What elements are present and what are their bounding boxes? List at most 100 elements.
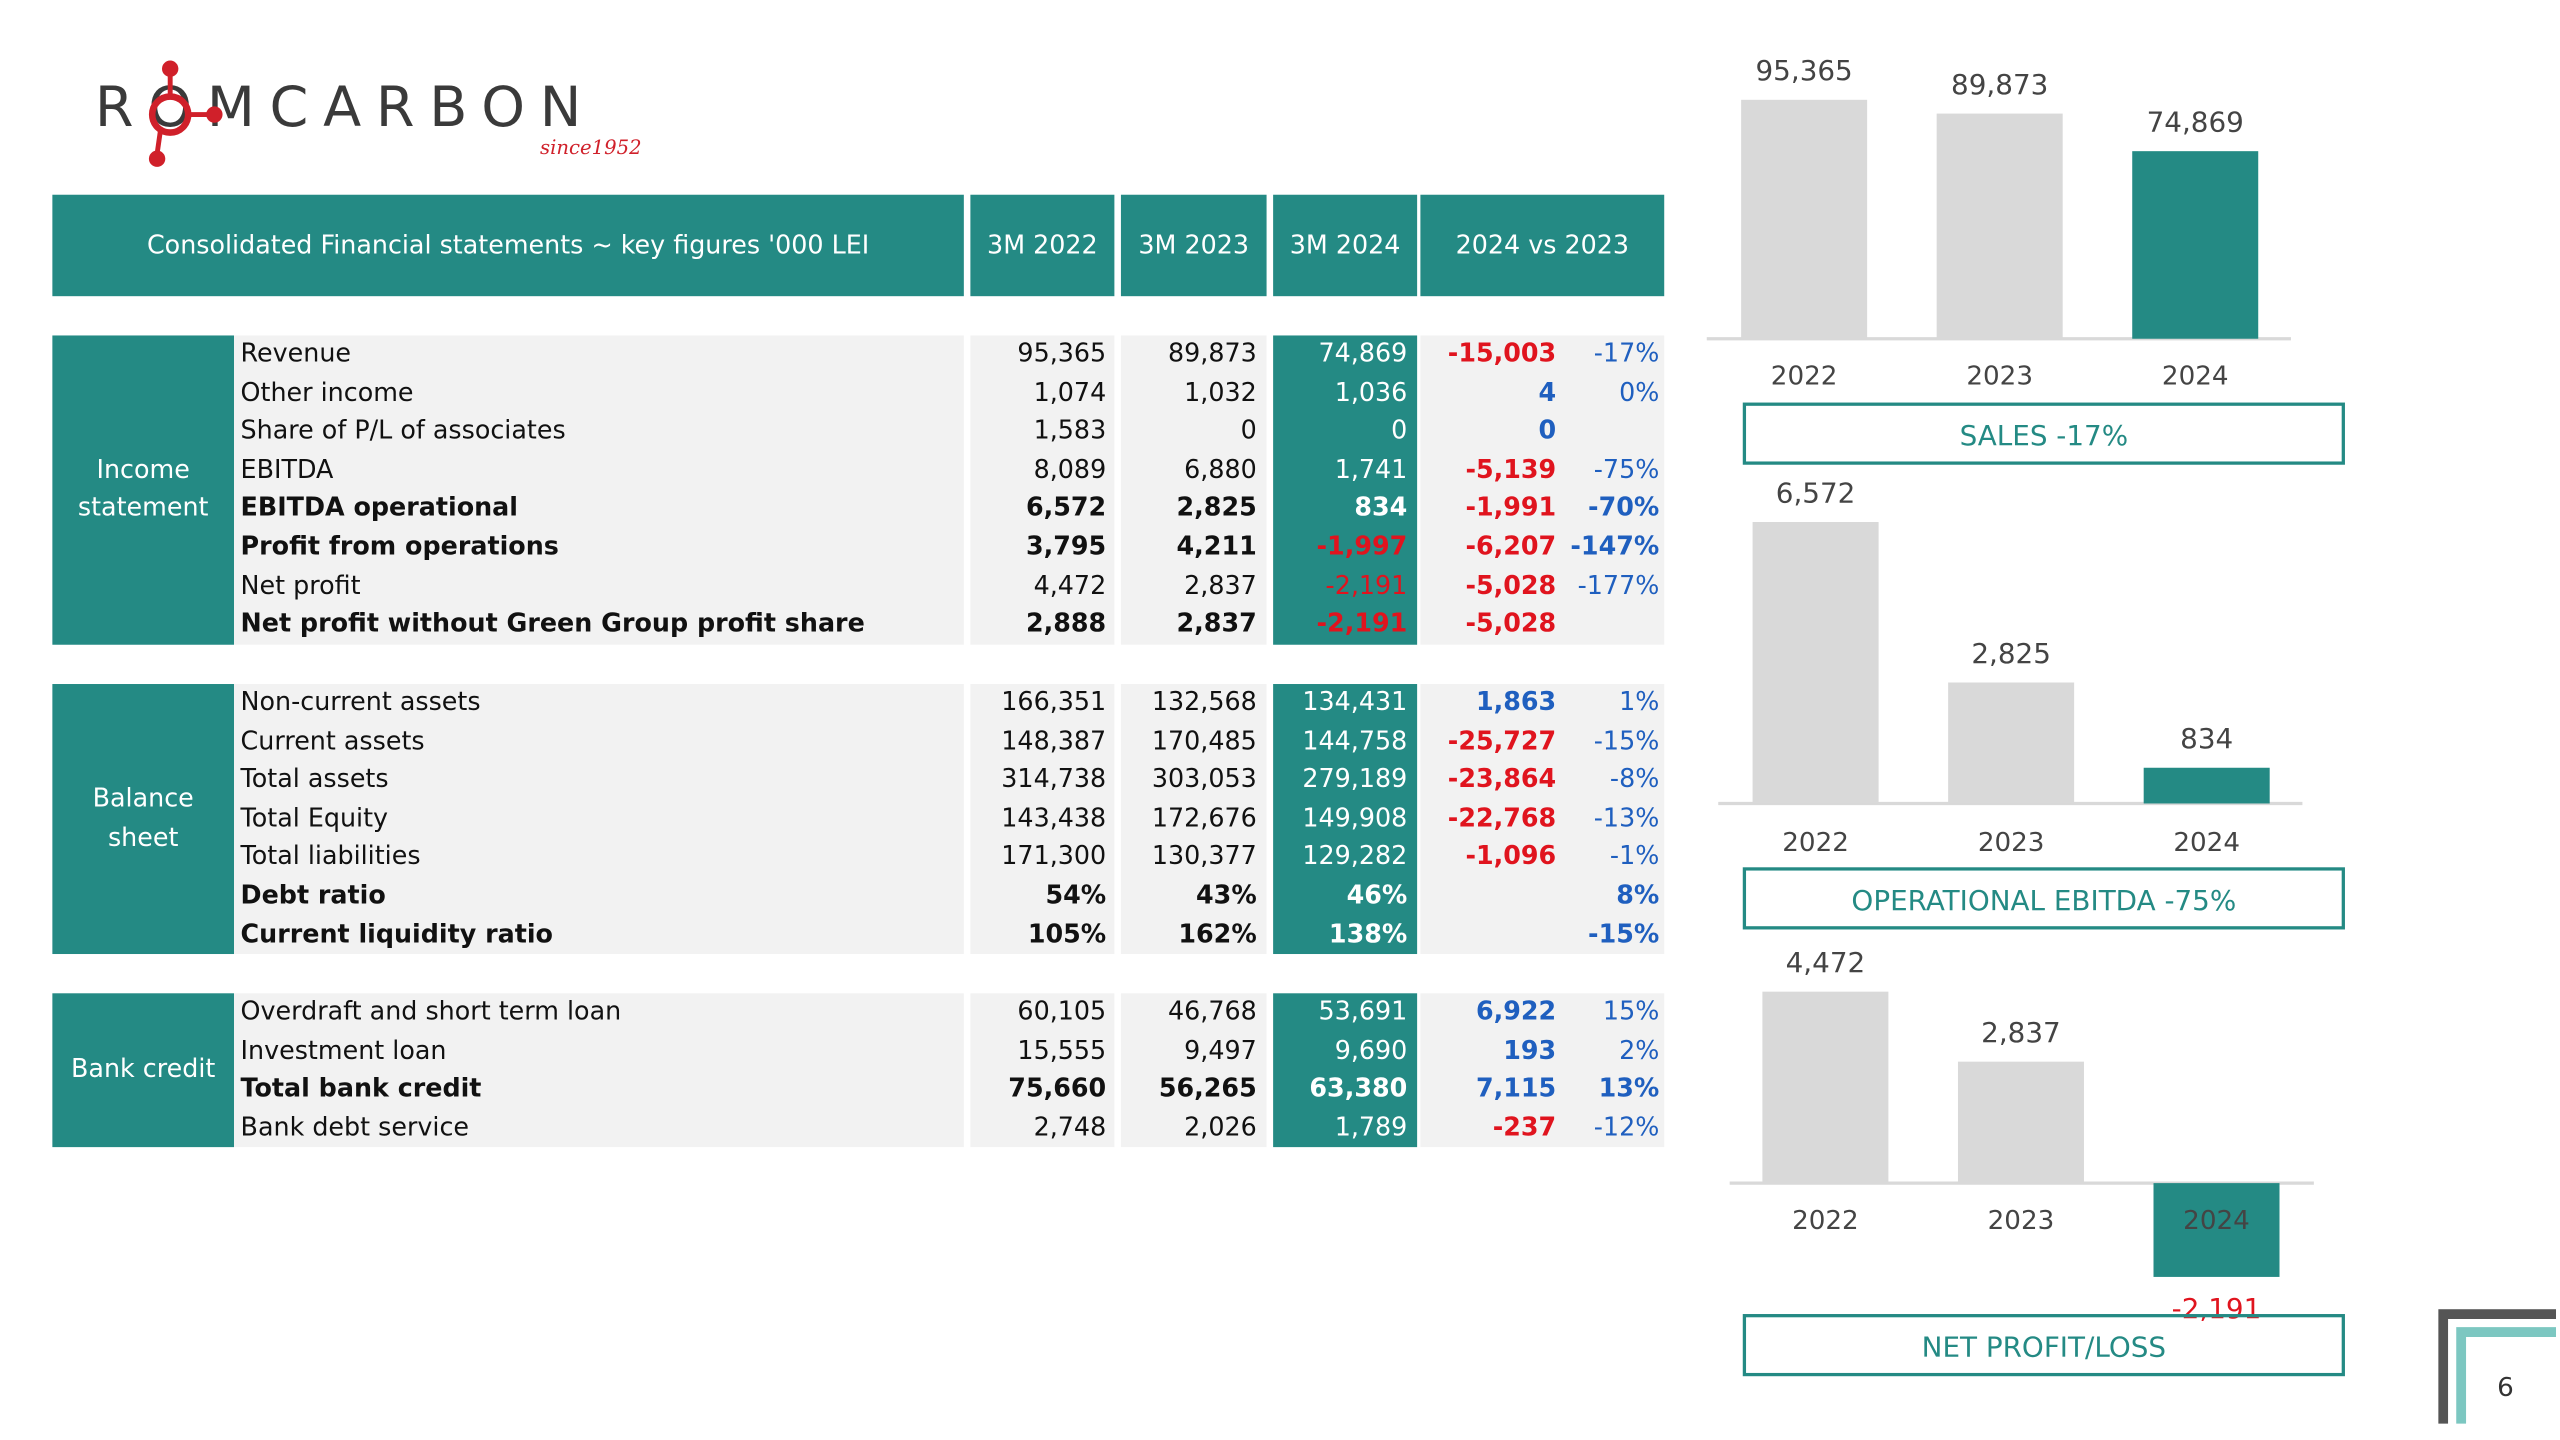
row-value: -25,727 (1447, 725, 1557, 756)
row-value: 54% (1045, 880, 1107, 910)
row-value: -1,997 (1316, 531, 1408, 562)
row-value: 4,211 (1176, 531, 1257, 562)
section-label: Income statement (52, 335, 235, 645)
row-value: 0 (1240, 415, 1257, 446)
column-bg (970, 684, 1115, 955)
row-value: -5,028 (1465, 570, 1557, 600)
category-label: 2024 (2162, 362, 2229, 392)
chart-title: OPERATIONAL EBITDA -75% (1851, 884, 2236, 917)
row-value: 130,377 (1151, 841, 1257, 872)
row-value: -15% (1593, 725, 1660, 756)
row-value: 1,863 (1475, 687, 1557, 717)
row-label: Total liabilities (240, 841, 421, 872)
row-value: 4 (1538, 377, 1557, 407)
row-value: 56,265 (1158, 1073, 1257, 1104)
label-bg (234, 335, 964, 645)
row-value: 2% (1619, 1035, 1660, 1065)
bar (1936, 113, 2063, 339)
row-value: 43% (1196, 880, 1257, 910)
chart-title: NET PROFIT/LOSS (1922, 1331, 2166, 1364)
column-bg (1420, 335, 1665, 645)
row-value: 4,472 (1033, 570, 1107, 600)
row-value: 1,789 (1334, 1112, 1408, 1142)
logo-icon (148, 60, 223, 167)
bar (1762, 991, 1889, 1184)
category-label: 2022 (1792, 1206, 1859, 1236)
row-value: 1,741 (1334, 454, 1408, 485)
row-value: -237 (1492, 1112, 1557, 1142)
table-header-cell: 3M 2022 (970, 194, 1115, 297)
row-label: Total assets (240, 764, 389, 794)
row-value: 95,365 (1017, 338, 1107, 369)
value-label: 834 (2180, 722, 2233, 755)
table-header-cell: 2024 vs 2023 (1420, 194, 1665, 297)
row-value: -75% (1593, 454, 1660, 485)
row-value: 149,908 (1302, 803, 1408, 833)
row-value: -70% (1588, 493, 1660, 523)
row-label: Debt ratio (240, 880, 386, 910)
row-value: 2,888 (1025, 609, 1107, 639)
column-bg (970, 335, 1115, 645)
table-header-cell: Consolidated Financial statements ~ key … (52, 194, 964, 297)
bar (2153, 1183, 2280, 1277)
row-value: -1,991 (1465, 493, 1557, 523)
row-label: Revenue (240, 338, 352, 369)
column-bg (1273, 684, 1418, 955)
row-label: Other income (240, 377, 414, 407)
row-value: 143,438 (1001, 803, 1107, 833)
row-value: 1% (1619, 687, 1660, 717)
row-value: -147% (1570, 531, 1660, 562)
caption-box (1742, 1314, 2345, 1377)
category-label: 2023 (1988, 1206, 2055, 1236)
column-bg (1120, 335, 1267, 645)
row-value: 2,825 (1176, 493, 1257, 523)
bar (1752, 522, 1879, 804)
row-value: 53,691 (1318, 996, 1408, 1027)
row-label: Non-current assets (240, 687, 481, 717)
category-label: 2024 (2173, 828, 2240, 858)
row-value: 193 (1503, 1035, 1557, 1065)
row-label: Bank debt service (240, 1112, 470, 1142)
row-value: -1,096 (1465, 841, 1557, 872)
bar (2143, 767, 2270, 804)
row-value: 166,351 (1001, 687, 1107, 717)
row-value: 0 (1391, 415, 1408, 446)
row-value: 2,837 (1176, 609, 1257, 639)
row-value: 1,074 (1033, 377, 1107, 407)
row-value: 170,485 (1151, 725, 1257, 756)
value-label: 4,472 (1786, 946, 1866, 979)
row-value: -17% (1593, 338, 1660, 369)
row-value: 129,282 (1302, 841, 1408, 872)
row-label: Current assets (240, 725, 425, 756)
table-header-cell: 3M 2024 (1273, 194, 1418, 297)
row-value: -8% (1609, 764, 1660, 794)
column-bg (1120, 684, 1267, 955)
row-value: 0% (1619, 377, 1660, 407)
row-value: -15% (1588, 918, 1660, 949)
row-value: 834 (1354, 493, 1408, 523)
row-value: 6,922 (1475, 996, 1557, 1027)
row-value: -12% (1593, 1112, 1660, 1142)
row-value: 8% (1616, 880, 1660, 910)
column-bg (1273, 335, 1418, 645)
row-value: 6,572 (1025, 493, 1107, 523)
row-value: 46,768 (1167, 996, 1257, 1027)
column-bg (1273, 993, 1418, 1148)
row-label: Profit from operations (240, 531, 559, 562)
value-label: 74,869 (2147, 106, 2244, 139)
caption-box (1742, 402, 2345, 465)
row-value: 9,497 (1184, 1035, 1257, 1065)
row-value: 63,380 (1309, 1073, 1408, 1104)
row-value: 144,758 (1302, 725, 1408, 756)
row-label: EBITDA operational (240, 493, 518, 523)
row-value: 7,115 (1475, 1073, 1557, 1104)
column-bg (1120, 993, 1267, 1148)
category-label: 2022 (1782, 828, 1849, 858)
row-value: 89,873 (1167, 338, 1257, 369)
value-label: 89,873 (1951, 68, 2048, 101)
row-value: 148,387 (1001, 725, 1107, 756)
bar (2132, 151, 2259, 339)
section-label: Balance sheet (52, 684, 235, 955)
category-label: 2022 (1771, 362, 1838, 392)
